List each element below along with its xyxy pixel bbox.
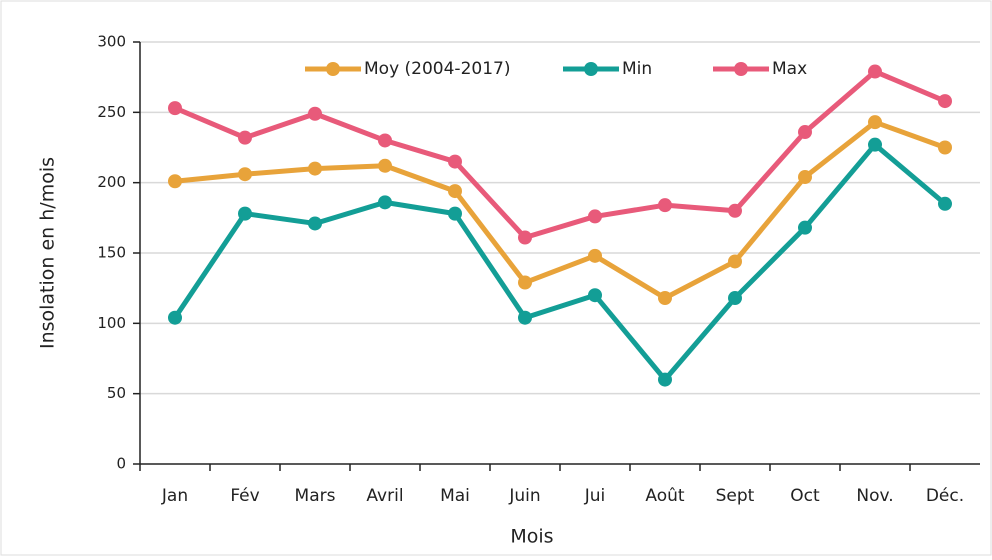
legend-marker — [734, 62, 748, 76]
y-axis-label: Insolation en h/mois — [37, 157, 59, 349]
point — [308, 216, 322, 231]
point — [308, 161, 322, 176]
x-tick-label: Sept — [716, 486, 755, 506]
point — [168, 174, 182, 189]
x-axis-label: Mois — [510, 526, 553, 548]
x-tick-label: Juin — [508, 486, 540, 506]
point — [168, 101, 182, 116]
point — [378, 158, 392, 173]
legend-label: Min — [622, 59, 652, 79]
x-tick-label: Août — [645, 486, 685, 506]
point — [868, 137, 882, 152]
y-tick-label: 200 — [97, 173, 126, 191]
y-tick-label: 300 — [97, 33, 126, 51]
x-tick-label: Avril — [366, 486, 403, 506]
point — [798, 170, 812, 185]
y-tick-label: 50 — [107, 384, 126, 402]
y-tick-label: 250 — [97, 103, 126, 121]
point — [518, 310, 532, 325]
point — [938, 94, 952, 109]
x-tick-label: Oct — [790, 486, 820, 506]
legend-marker — [326, 62, 340, 76]
point — [938, 140, 952, 155]
point — [518, 275, 532, 290]
y-tick-label: 150 — [97, 244, 126, 262]
point — [798, 220, 812, 235]
point — [868, 64, 882, 79]
point — [238, 130, 252, 145]
point — [378, 195, 392, 210]
point — [448, 154, 462, 169]
point — [168, 310, 182, 325]
point — [378, 133, 392, 148]
point — [518, 230, 532, 245]
point — [448, 206, 462, 221]
series-line — [174, 119, 946, 301]
point — [798, 125, 812, 140]
y-tick-label: 100 — [97, 314, 126, 332]
point — [728, 254, 742, 269]
x-tick-label: Fév — [230, 486, 259, 506]
x-tick-label: Jui — [584, 486, 606, 506]
series-line — [172, 142, 947, 383]
legend-label: Moy (2004-2017) — [364, 59, 510, 79]
x-tick-label: Nov. — [856, 486, 893, 506]
point — [588, 209, 602, 224]
point — [448, 184, 462, 199]
point — [658, 198, 672, 213]
point — [658, 291, 672, 306]
point — [308, 106, 322, 121]
point — [238, 167, 252, 182]
point — [238, 206, 252, 221]
legend-label: Max — [772, 59, 807, 79]
point — [658, 372, 672, 387]
x-tick-label: Mai — [440, 486, 470, 506]
point — [588, 248, 602, 263]
y-tick-label: 0 — [116, 455, 126, 473]
x-tick-label: Déc. — [926, 486, 964, 506]
point — [728, 291, 742, 306]
point — [588, 288, 602, 303]
x-tick-label: Jan — [161, 486, 188, 506]
series-line — [174, 69, 946, 241]
point — [728, 203, 742, 218]
point — [938, 196, 952, 211]
point — [868, 115, 882, 130]
x-tick-label: Mars — [295, 486, 336, 506]
legend-marker — [584, 62, 598, 76]
